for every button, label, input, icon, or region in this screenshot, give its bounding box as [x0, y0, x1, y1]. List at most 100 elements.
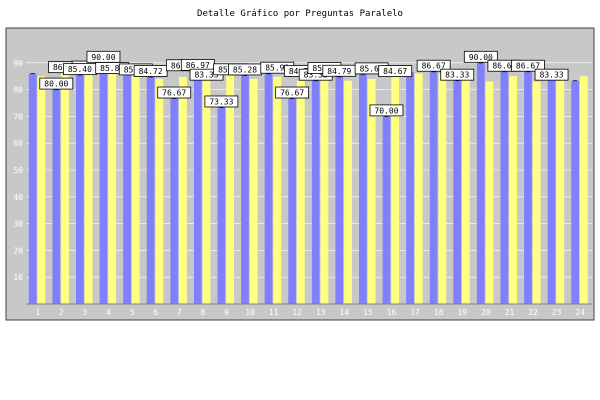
bar [108, 73, 117, 304]
bar [429, 71, 438, 305]
data-label-box [416, 59, 451, 72]
x-tick-label: 24 [575, 308, 585, 317]
y-tick-label: 50 [13, 166, 23, 175]
y-tick-label: 40 [13, 193, 23, 202]
x-tick-label: 12 [292, 308, 302, 317]
data-label-box [378, 65, 413, 77]
data-label: 86.67 [516, 62, 540, 71]
bar [28, 73, 37, 305]
data-label: 83.33 [304, 71, 328, 80]
bar [131, 75, 140, 305]
bar [509, 76, 518, 304]
bar [179, 76, 187, 304]
bar [579, 76, 588, 304]
bar [52, 89, 61, 304]
bar [288, 98, 297, 304]
bar [273, 76, 282, 305]
data-label: 76.67 [162, 89, 186, 98]
bar [547, 78, 556, 304]
data-label-box [440, 68, 475, 81]
data-label: 73.33 [209, 97, 233, 106]
data-label-box [534, 68, 569, 81]
chart-title: Detalle Gráfico por Preguntas Paralelo [197, 9, 403, 19]
data-label-box [463, 50, 498, 63]
bar [264, 73, 273, 304]
data-label: 84.79 [327, 67, 351, 76]
bar [391, 77, 400, 304]
x-tick-label: 15 [363, 308, 373, 317]
data-label: 83.33 [194, 71, 218, 80]
bar [241, 75, 249, 304]
bar [344, 80, 352, 304]
data-label: 83.33 [445, 71, 469, 80]
x-tick-label: 8 [200, 308, 205, 317]
data-label: 76.67 [280, 89, 304, 98]
x-tick-label: 14 [340, 308, 350, 317]
data-label-box [511, 59, 545, 72]
bar [335, 76, 344, 304]
data-label-box [204, 95, 239, 108]
y-tick-label: 90 [13, 59, 23, 68]
x-tick-label: 21 [505, 308, 515, 317]
bar [37, 76, 46, 304]
x-tick-label: 19 [457, 308, 467, 317]
bar [571, 80, 580, 304]
bar [406, 71, 414, 305]
data-label: 85.28 [233, 65, 257, 74]
bar [296, 80, 305, 304]
data-label: 85.67 [360, 64, 384, 73]
x-tick-label: 22 [528, 308, 538, 317]
bar [476, 62, 485, 304]
y-tick-label: 20 [13, 246, 23, 255]
x-tick-label: 17 [410, 308, 420, 317]
y-tick-label: 10 [13, 273, 23, 282]
bar [75, 75, 84, 305]
bar [556, 80, 565, 304]
bar [193, 71, 202, 304]
data-label: 70.00 [374, 106, 398, 115]
x-tick-label: 3 [83, 308, 88, 317]
data-label: 90.00 [91, 53, 115, 62]
x-tick-label: 11 [269, 308, 279, 317]
x-tick-label: 13 [316, 308, 326, 317]
bar [226, 75, 235, 304]
bar [84, 72, 93, 304]
data-label: 80.00 [44, 80, 68, 89]
x-tick-label: 9 [224, 308, 229, 317]
bar [170, 98, 179, 304]
bar [453, 80, 462, 304]
data-label: 84.67 [383, 67, 407, 76]
x-tick-label: 7 [177, 308, 182, 317]
x-tick-label: 2 [59, 308, 64, 317]
bar [61, 73, 69, 304]
x-tick-label: 4 [106, 308, 111, 317]
data-label: 85.93 [265, 64, 289, 73]
data-label: 86.67 [422, 62, 446, 71]
y-tick-label: 80 [13, 86, 23, 95]
bar [155, 78, 164, 304]
bar [438, 73, 447, 305]
x-tick-label: 6 [153, 308, 158, 317]
bar [249, 78, 258, 304]
data-label: 85.40 [68, 65, 92, 74]
bar [146, 76, 155, 304]
bar [320, 73, 329, 304]
data-label: 83.33 [540, 71, 564, 80]
x-tick-label: 20 [481, 308, 491, 317]
bar [358, 74, 367, 304]
x-tick-label: 16 [387, 308, 397, 317]
bar [485, 81, 494, 304]
bar [532, 81, 541, 304]
data-label: 86.97 [186, 61, 210, 70]
y-tick-label: 60 [13, 139, 23, 148]
x-tick-label: 5 [130, 308, 135, 317]
x-tick-label: 10 [245, 308, 255, 317]
bar [500, 71, 509, 305]
bar [462, 72, 470, 305]
bar [367, 78, 376, 304]
bar [311, 80, 320, 304]
x-tick-label: 23 [552, 308, 562, 317]
bar [123, 74, 131, 304]
data-label: 86.67 [492, 62, 516, 71]
